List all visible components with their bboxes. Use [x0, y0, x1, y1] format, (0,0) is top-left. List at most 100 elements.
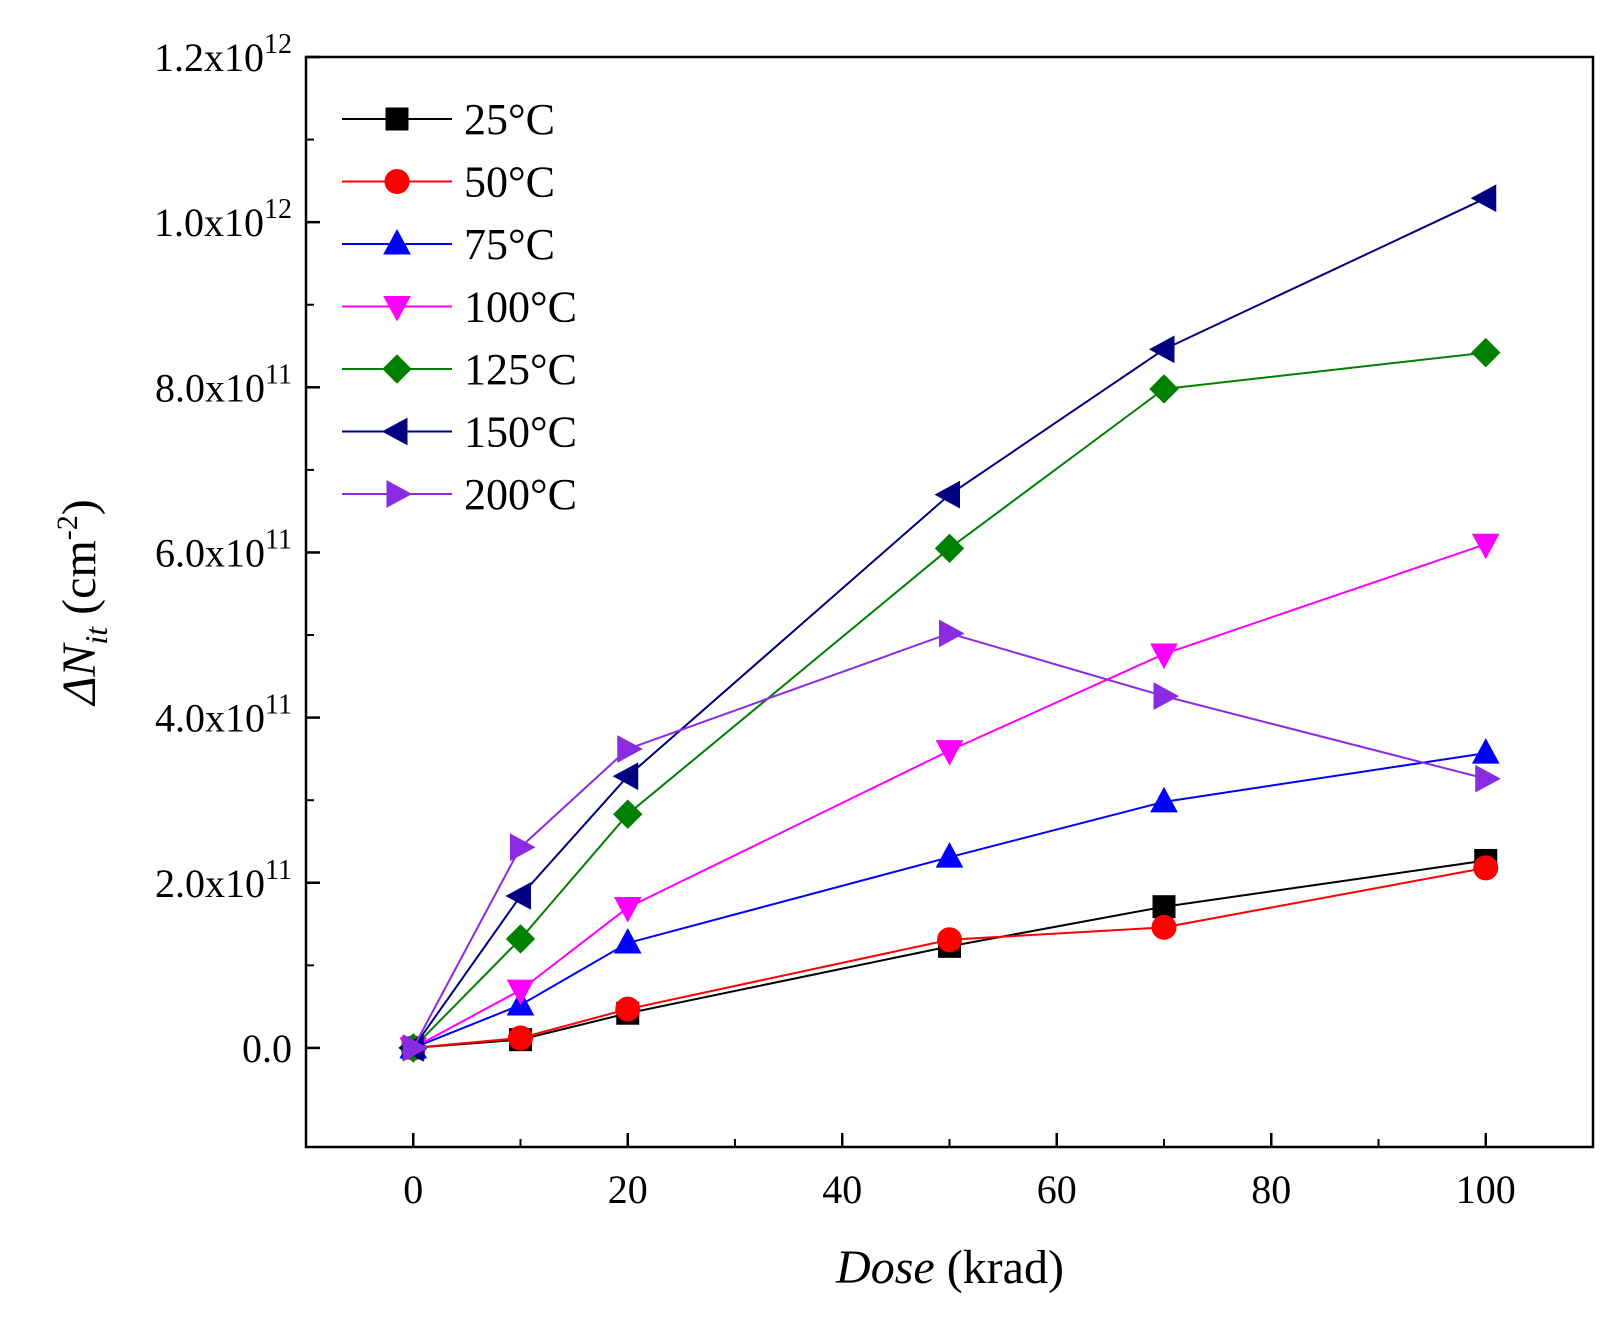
y-tick-label: 0.0 — [242, 1026, 292, 1071]
data-point — [1152, 895, 1176, 919]
x-tick-label: 80 — [1251, 1167, 1291, 1212]
x-tick-label: 40 — [822, 1167, 862, 1212]
data-point — [505, 924, 536, 954]
legend-item: 75°C — [342, 220, 555, 269]
y-axis-title-unit-close: ) — [53, 499, 106, 515]
y-tick-label: 4.0x1011 — [155, 690, 292, 741]
data-point — [615, 996, 641, 1022]
series-line — [412, 632, 1486, 1049]
y-tick-label: 1.2x1012 — [154, 29, 292, 80]
y-tick-label: 2.0x1011 — [155, 855, 292, 906]
data-point — [934, 480, 960, 509]
data-point — [506, 979, 535, 1006]
x-axis-title-main: Dose — [835, 1241, 935, 1294]
data-point — [934, 533, 965, 564]
data-point — [1150, 643, 1178, 670]
data-point — [1471, 738, 1500, 764]
y-tick-label-mantissa: 4.0x10 — [155, 696, 265, 741]
series-75°C — [399, 738, 1500, 1059]
y-tick-label-exponent: 12 — [264, 194, 292, 225]
x-axis-title: Dose (krad) — [835, 1241, 1064, 1294]
data-point — [935, 842, 964, 868]
data-point — [613, 927, 642, 954]
legend-marker — [386, 480, 413, 508]
data-point — [937, 927, 962, 953]
series-line — [412, 197, 1487, 1049]
y-tick-label-mantissa: 0.0 — [242, 1026, 292, 1071]
y-tick-label-mantissa: 1.2x10 — [154, 35, 264, 80]
data-point — [1149, 374, 1179, 404]
legend-label: 75°C — [464, 220, 555, 269]
data-point — [402, 1034, 429, 1062]
x-tick-label: 20 — [608, 1167, 648, 1212]
legend-label: 100°C — [464, 283, 577, 332]
legend-marker — [383, 296, 411, 322]
legend-label: 200°C — [464, 470, 577, 519]
data-point — [612, 762, 639, 791]
legend-label: 50°C — [464, 158, 555, 207]
data-point — [935, 740, 964, 766]
data-point — [1151, 914, 1177, 940]
legend-label: 125°C — [464, 345, 577, 394]
data-point — [1473, 855, 1499, 881]
data-point — [1470, 184, 1497, 213]
series-100°C — [399, 533, 1500, 1063]
data-point — [939, 619, 965, 648]
y-tick-label-exponent: 11 — [265, 359, 292, 390]
legend-item: 100°C — [342, 283, 577, 332]
legend-marker — [381, 417, 408, 446]
data-point — [1471, 533, 1500, 560]
legend-item: 125°C — [342, 345, 577, 394]
data-point — [1153, 682, 1180, 710]
legend-item: 150°C — [342, 408, 577, 457]
y-axis-title-unit-open: (cm — [53, 540, 106, 627]
legend-item: 50°C — [342, 158, 555, 207]
series-line — [413, 859, 1486, 1049]
data-point — [613, 799, 643, 829]
x-tick-label: 0 — [403, 1167, 423, 1212]
legend-label: 25°C — [464, 95, 555, 144]
x-tick-label: 100 — [1456, 1167, 1516, 1212]
data-point — [505, 882, 531, 910]
y-tick-label: 6.0x1011 — [155, 524, 292, 575]
tick-group: 0 20 40 60 80 1000.02.0x10114.0x10116.0x10118… — [154, 29, 1516, 1212]
y-axis-title-main: ΔN — [53, 642, 106, 707]
legend-item: 25°C — [342, 95, 555, 144]
data-point — [508, 1025, 533, 1051]
y-tick-label: 8.0x1011 — [155, 359, 292, 410]
y-tick-label-mantissa: 6.0x10 — [155, 530, 265, 575]
data-point — [617, 735, 643, 763]
legend-marker — [382, 354, 412, 384]
data-point — [1475, 764, 1501, 793]
legend-marker — [384, 169, 410, 194]
y-tick-label-mantissa: 2.0x10 — [155, 861, 265, 906]
series-line — [412, 543, 1487, 1049]
data-point — [1150, 786, 1178, 813]
series-150°C — [398, 184, 1497, 1062]
data-point — [510, 833, 536, 862]
legend: 25°C 50°C 75°C 100°C 125°C 150°C 200°C — [342, 95, 577, 519]
legend-marker — [383, 228, 411, 255]
x-tick-label: 60 — [1037, 1167, 1077, 1212]
y-tick-label-exponent: 11 — [265, 855, 292, 886]
legend-item: 200°C — [342, 470, 577, 519]
legend-marker — [385, 107, 409, 131]
y-tick-label-mantissa: 1.0x10 — [154, 200, 264, 245]
series-line — [413, 866, 1486, 1049]
y-axis-title-subscript: it — [78, 626, 114, 645]
data-point — [613, 897, 642, 923]
y-axis-title-unit-superscript: -2 — [51, 515, 84, 540]
legend-label: 150°C — [464, 408, 577, 457]
y-tick-label-mantissa: 8.0x10 — [155, 365, 265, 410]
y-tick-label: 1.0x1012 — [154, 194, 292, 245]
x-axis-title-unit: (krad) — [935, 1241, 1064, 1294]
series-line — [412, 351, 1486, 1049]
y-tick-label-exponent: 11 — [265, 690, 292, 721]
y-tick-label-exponent: 11 — [265, 524, 292, 555]
series-200°C — [402, 619, 1501, 1062]
series-group — [398, 184, 1501, 1063]
y-axis-title: ΔNit (cm-2) — [51, 499, 114, 707]
data-point — [1148, 335, 1175, 364]
data-point — [1471, 337, 1501, 368]
